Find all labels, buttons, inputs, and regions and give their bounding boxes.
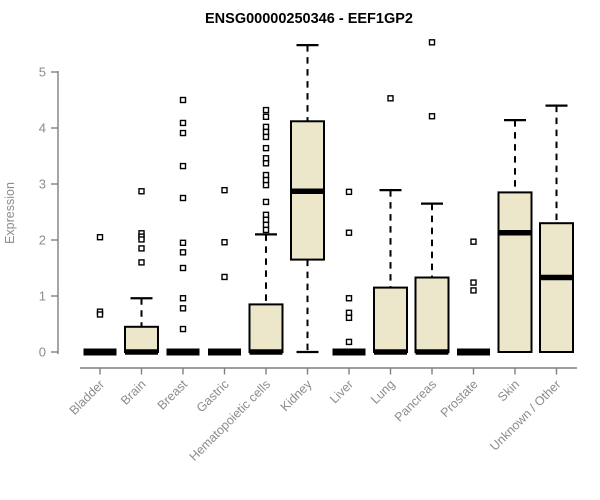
x-tick-label-breast: Breast [155, 377, 191, 413]
y-tick-label: 2 [39, 233, 46, 248]
outlier-point-breast [179, 119, 187, 127]
outlier-point-pancreas [428, 39, 436, 46]
outlier-point-breast [179, 162, 187, 170]
outlier-point-brain [138, 245, 145, 252]
x-tick-label-unknown-other: Unknown / Other [487, 377, 563, 453]
outlier-point-breast [179, 239, 187, 247]
outlier-point-bladder [96, 311, 104, 318]
outlier-point-hematopoietic-cells [262, 216, 270, 224]
x-tick-label-prostate: Prostate [438, 377, 481, 420]
outlier-point-breast [179, 96, 187, 104]
outlier-point-gastric [221, 186, 228, 194]
outlier-point-bladder [96, 233, 104, 241]
x-tick-label-liver: Liver [327, 377, 356, 406]
outlier-point-hematopoietic-cells [262, 176, 270, 184]
outlier-point-liver [345, 338, 353, 346]
x-tick-label-pancreas: Pancreas [392, 377, 439, 424]
outlier-point-liver [345, 229, 353, 236]
outlier-point-hematopoietic-cells [262, 155, 270, 162]
box-pancreas [414, 276, 450, 353]
x-tick-label-lung: Lung [368, 377, 398, 407]
outlier-point-breast [179, 264, 187, 272]
box-brain [124, 325, 159, 353]
y-tick-label: 4 [39, 121, 46, 136]
box-lung [373, 286, 408, 354]
collapsed-box-prostate [457, 348, 490, 356]
outlier-point-brain [138, 188, 145, 195]
y-tick-label: 3 [39, 177, 46, 192]
y-tick-label: 1 [39, 289, 46, 304]
x-tick-label-bladder: Bladder [67, 377, 107, 417]
outlier-point-liver [345, 314, 353, 322]
outlier-point-breast [179, 249, 187, 256]
collapsed-box-bladder [83, 348, 117, 356]
outlier-point-liver [345, 309, 353, 316]
outlier-point-liver [345, 295, 353, 302]
outlier-point-pancreas [428, 113, 436, 120]
outlier-point-prostate [470, 279, 477, 286]
chart-title: ENSG00000250346 - EEF1GP2 [205, 11, 413, 27]
plot-area: 0 1 2 3 4 5 Bladder Brain Breast GastricHematopoi… [39, 39, 577, 464]
x-tick-label-gastric: Gastric [194, 377, 232, 415]
outlier-point-brain [138, 236, 145, 243]
y-axis-label: Expression [3, 182, 17, 244]
y-tick-label: 5 [39, 65, 46, 80]
outlier-point-hematopoietic-cells [262, 160, 270, 167]
outlier-point-hematopoietic-cells [262, 198, 270, 206]
collapsed-box-liver [332, 348, 366, 356]
outlier-point-liver [345, 188, 353, 196]
box-skin [497, 191, 533, 353]
outlier-point-hematopoietic-cells [262, 181, 270, 189]
outlier-point-prostate [470, 287, 477, 294]
outlier-point-hematopoietic-cells [262, 106, 270, 114]
outlier-point-hematopoietic-cells [262, 123, 270, 131]
outlier-point-lung [387, 95, 394, 102]
collapsed-box-breast [166, 348, 200, 356]
y-tick-label: 0 [39, 345, 46, 360]
outlier-point-breast [179, 129, 187, 137]
outlier-point-prostate [470, 238, 477, 245]
x-tick-label-hematopoietic-cells: Hematopoietic cells [187, 377, 274, 464]
outlier-point-hematopoietic-cells [262, 128, 270, 136]
x-tick-label-brain: Brain [118, 377, 149, 408]
outlier-point-hematopoietic-cells [262, 226, 270, 234]
outlier-point-hematopoietic-cells [262, 171, 270, 179]
outlier-point-gastric [221, 239, 228, 246]
box-hematopoietic-cells [248, 303, 284, 353]
outlier-point-breast [179, 295, 187, 302]
outlier-point-breast [179, 325, 187, 333]
x-tick-label-kidney: Kidney [278, 377, 315, 414]
outlier-point-hematopoietic-cells [262, 221, 270, 229]
outlier-point-gastric [221, 273, 228, 281]
outlier-point-hematopoietic-cells [262, 133, 270, 141]
outlier-point-brain [138, 259, 145, 266]
outlier-point-hematopoietic-cells [262, 144, 270, 152]
x-tick-label-skin: Skin [495, 377, 522, 404]
outlier-point-hematopoietic-cells [262, 113, 270, 121]
collapsed-box-gastric [208, 348, 241, 356]
outlier-point-hematopoietic-cells [262, 211, 270, 219]
outlier-point-breast [179, 305, 187, 312]
outlier-point-breast [179, 194, 187, 202]
box-unknown-other [539, 222, 574, 353]
